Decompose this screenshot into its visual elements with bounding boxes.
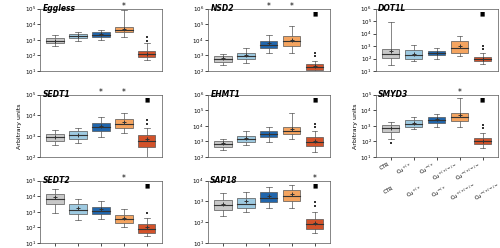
Bar — [428, 51, 446, 55]
Bar — [92, 123, 110, 131]
Bar — [260, 41, 278, 48]
Bar — [306, 137, 324, 146]
Bar — [46, 134, 64, 141]
Bar — [306, 219, 324, 228]
Text: ■: ■ — [312, 97, 318, 102]
Bar — [405, 50, 422, 59]
Text: NSD2: NSD2 — [210, 4, 234, 13]
Bar — [283, 190, 300, 201]
Bar — [237, 135, 254, 142]
Bar — [138, 51, 156, 57]
Text: ■: ■ — [312, 11, 318, 16]
Bar — [69, 131, 86, 139]
Text: Cu$^{-/+}$: Cu$^{-/+}$ — [429, 184, 448, 200]
Bar — [474, 138, 492, 144]
Text: *: * — [312, 174, 316, 183]
Bar — [138, 224, 156, 233]
Text: *: * — [290, 2, 294, 11]
Text: ■: ■ — [312, 183, 318, 188]
Text: Cu$^{-/+/-/-}$: Cu$^{-/+/-/-}$ — [473, 182, 500, 203]
Text: SEDT2: SEDT2 — [42, 176, 70, 185]
Bar — [115, 119, 132, 128]
Bar — [138, 135, 156, 147]
Bar — [382, 125, 400, 132]
Bar — [283, 126, 300, 134]
Bar — [428, 117, 446, 123]
Y-axis label: Arbitrary units: Arbitrary units — [16, 103, 21, 149]
Text: *: * — [99, 88, 103, 97]
Text: SEDT1: SEDT1 — [42, 90, 70, 99]
Bar — [92, 207, 110, 214]
Bar — [214, 141, 232, 147]
Text: Eggless: Eggless — [42, 4, 76, 13]
Y-axis label: Arbitrary units: Arbitrary units — [352, 103, 358, 149]
Bar — [214, 200, 232, 210]
Text: *: * — [122, 174, 126, 183]
Text: *: * — [267, 2, 270, 11]
Bar — [474, 57, 492, 61]
Bar — [92, 32, 110, 37]
Text: DOT1L: DOT1L — [378, 4, 406, 13]
Bar — [451, 41, 468, 53]
Bar — [306, 64, 324, 70]
Text: *: * — [122, 88, 126, 97]
Bar — [46, 38, 64, 43]
Bar — [115, 215, 132, 223]
Bar — [405, 120, 422, 126]
Text: *: * — [122, 2, 126, 11]
Text: ■: ■ — [480, 97, 485, 102]
Bar — [115, 27, 132, 32]
Bar — [260, 131, 278, 137]
Bar — [260, 192, 278, 202]
Text: EHMT1: EHMT1 — [210, 90, 240, 99]
Text: ■: ■ — [480, 11, 485, 16]
Bar — [283, 36, 300, 46]
Text: Cu$^{+/+/-/-}$: Cu$^{+/+/-/-}$ — [448, 182, 478, 203]
Bar — [451, 113, 468, 121]
Text: Cu$^{+/+}$: Cu$^{+/+}$ — [405, 184, 424, 200]
Text: ■: ■ — [144, 97, 150, 102]
Bar — [69, 34, 86, 38]
Bar — [46, 194, 64, 204]
Text: ■: ■ — [144, 183, 150, 188]
Text: SMYD3: SMYD3 — [378, 90, 408, 99]
Bar — [382, 49, 400, 58]
Text: *: * — [458, 88, 462, 97]
Bar — [237, 53, 254, 59]
Bar — [237, 198, 254, 208]
Bar — [69, 204, 86, 214]
Text: CTR: CTR — [384, 186, 395, 195]
Bar — [214, 56, 232, 62]
Text: SAP18: SAP18 — [210, 176, 238, 185]
